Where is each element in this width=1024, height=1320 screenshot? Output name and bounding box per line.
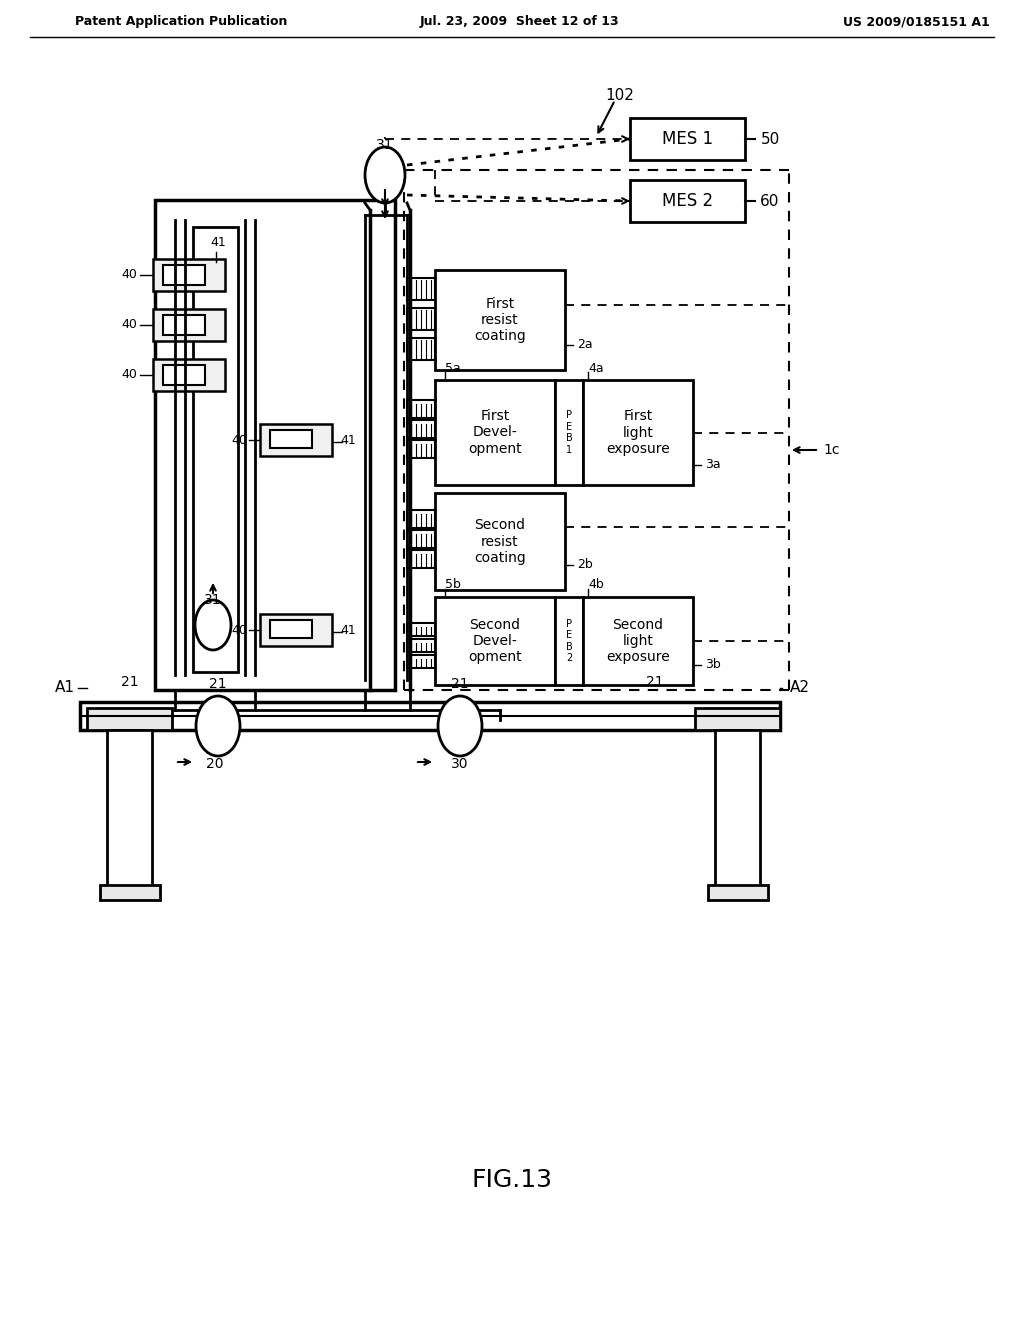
Bar — [435, 380, 555, 484]
Bar — [435, 271, 565, 370]
Bar — [153, 309, 225, 341]
Text: 102: 102 — [605, 87, 635, 103]
Bar — [163, 315, 205, 335]
Text: 2b: 2b — [578, 558, 593, 572]
Bar — [270, 620, 312, 638]
Bar — [407, 338, 435, 360]
Bar — [708, 884, 768, 900]
Text: 20: 20 — [206, 756, 224, 771]
Bar — [193, 227, 238, 672]
Text: MES 1: MES 1 — [662, 129, 713, 148]
Bar — [555, 597, 583, 685]
Text: 5a: 5a — [445, 362, 461, 375]
Text: Jul. 23, 2009  Sheet 12 of 13: Jul. 23, 2009 Sheet 12 of 13 — [420, 16, 620, 29]
Bar — [435, 492, 565, 590]
Text: US 2009/0185151 A1: US 2009/0185151 A1 — [843, 16, 990, 29]
Bar — [153, 359, 225, 391]
Text: 41: 41 — [210, 235, 226, 248]
Text: 40: 40 — [231, 433, 247, 446]
Text: 40: 40 — [231, 623, 247, 636]
Text: 31: 31 — [204, 593, 222, 607]
Text: 4a: 4a — [588, 362, 603, 375]
Bar — [407, 400, 435, 418]
Bar — [435, 597, 555, 685]
Ellipse shape — [438, 696, 482, 756]
Bar — [407, 279, 435, 300]
Bar — [407, 510, 435, 528]
Bar — [153, 259, 225, 290]
Text: 3a: 3a — [706, 458, 721, 471]
Text: MES 2: MES 2 — [662, 191, 713, 210]
Text: 60: 60 — [760, 194, 779, 209]
Text: Patent Application Publication: Patent Application Publication — [75, 16, 288, 29]
Text: 2a: 2a — [578, 338, 593, 351]
Bar — [163, 265, 205, 285]
Bar — [80, 702, 780, 730]
Text: 40: 40 — [121, 318, 137, 331]
Text: 5b: 5b — [445, 578, 461, 591]
Text: 41: 41 — [340, 433, 355, 446]
Bar — [407, 639, 435, 652]
Text: First
resist
coating: First resist coating — [474, 297, 526, 343]
Bar — [155, 201, 395, 690]
Bar — [407, 623, 435, 636]
Bar — [630, 180, 745, 222]
Bar — [163, 366, 205, 385]
Text: 21: 21 — [646, 675, 664, 689]
Text: 21: 21 — [121, 675, 139, 689]
Bar — [407, 550, 435, 568]
Bar — [695, 708, 780, 730]
Text: First
light
exposure: First light exposure — [606, 409, 670, 455]
Text: 1c: 1c — [823, 444, 841, 457]
Bar — [555, 380, 583, 484]
Bar — [260, 424, 332, 455]
Text: 41: 41 — [340, 623, 355, 636]
Bar — [407, 655, 435, 668]
Text: P
E
B
2: P E B 2 — [565, 619, 572, 664]
Bar — [87, 708, 172, 730]
Bar — [407, 420, 435, 438]
Bar — [407, 308, 435, 330]
Text: 31: 31 — [376, 139, 394, 152]
Bar — [100, 884, 160, 900]
Text: 21: 21 — [209, 677, 226, 690]
Text: A1: A1 — [55, 681, 75, 696]
Bar — [715, 730, 760, 890]
Text: Second
light
exposure: Second light exposure — [606, 618, 670, 664]
Bar — [260, 614, 332, 645]
Text: Second
Devel-
opment: Second Devel- opment — [468, 618, 522, 664]
Ellipse shape — [196, 696, 240, 756]
Bar — [583, 597, 693, 685]
Text: 3b: 3b — [706, 659, 721, 672]
Bar — [407, 440, 435, 458]
Text: 40: 40 — [121, 268, 137, 281]
Text: 50: 50 — [761, 132, 779, 147]
Text: A2: A2 — [790, 681, 810, 696]
Ellipse shape — [195, 601, 231, 649]
Bar — [407, 531, 435, 548]
Text: Second
resist
coating: Second resist coating — [474, 519, 526, 565]
Bar — [583, 380, 693, 484]
Text: FIG.13: FIG.13 — [471, 1168, 553, 1192]
Text: First
Devel-
opment: First Devel- opment — [468, 409, 522, 455]
Bar — [630, 117, 745, 160]
Text: 30: 30 — [452, 756, 469, 771]
Text: 21: 21 — [452, 677, 469, 690]
Text: 40: 40 — [121, 368, 137, 381]
Text: P
E
B
1: P E B 1 — [565, 411, 572, 455]
Ellipse shape — [365, 147, 406, 203]
Bar — [270, 430, 312, 447]
Bar — [106, 730, 152, 890]
Text: 4b: 4b — [588, 578, 604, 591]
